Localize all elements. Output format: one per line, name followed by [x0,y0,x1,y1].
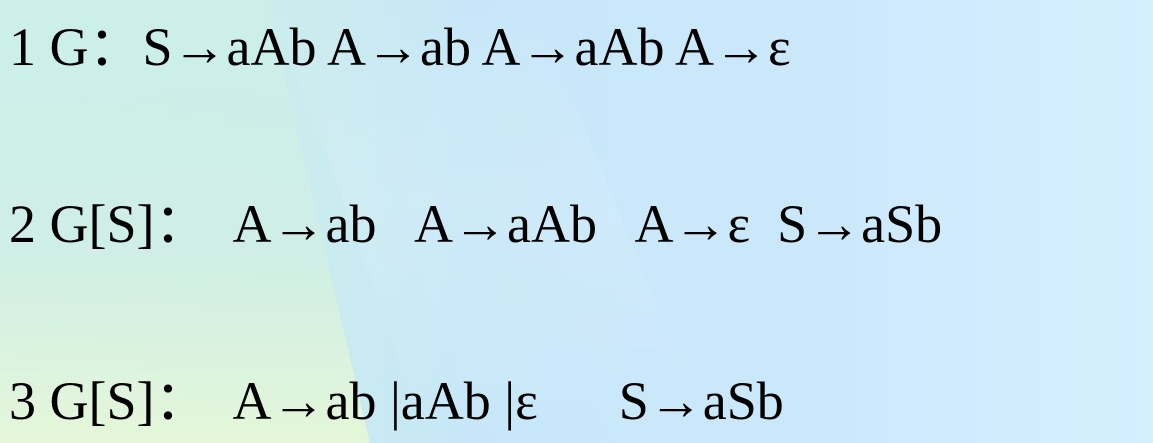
grammar-line-1: 1 G：S→aAb A→ab A→aAb A→ε [9,17,791,77]
grammar-line-2: 2 G[S]： A→ab A→aAb A→ε S→aSb [9,194,943,254]
grammar-line-3: 3 G[S]： A→ab |aAb |ε S→aSb [9,371,784,431]
